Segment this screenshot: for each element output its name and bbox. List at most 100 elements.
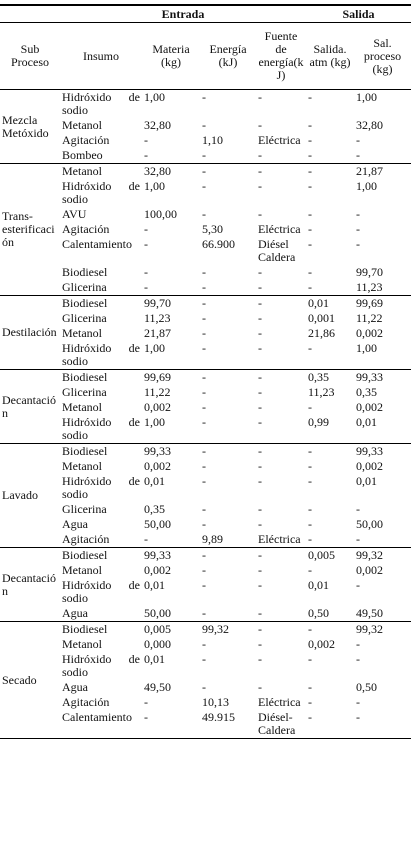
cell: 0,35 — [356, 385, 377, 399]
cell: - — [256, 443, 306, 459]
cell: 11,23 — [354, 280, 411, 296]
cell: 0,35 — [144, 502, 165, 516]
sub-process: Decantación — [0, 547, 60, 622]
cell: 0,01 — [144, 578, 165, 592]
process-table: Entrada Salida Sub Proceso Insumo Materia … — [0, 4, 411, 739]
cell: 0,002 — [356, 400, 383, 414]
cell: 0,002 — [308, 637, 335, 651]
cell: - — [356, 695, 360, 709]
cell: 99,32 — [354, 621, 411, 637]
cell: - — [200, 369, 256, 385]
column-header: Salida. atm (kg) — [306, 22, 354, 90]
row: Glicerina 11,23 - - 0,001 11,22 — [0, 311, 411, 326]
cell: 0,50 — [356, 680, 377, 694]
row: Metanol 32,80 - - - 32,80 — [0, 118, 411, 133]
cell: - — [356, 637, 360, 651]
cell: 0,99 — [306, 415, 354, 444]
cell: - — [258, 207, 262, 221]
cell: 5,30 — [202, 222, 223, 236]
cell: - — [306, 148, 354, 164]
cell: - — [356, 502, 360, 516]
cell: 1,00 — [142, 89, 200, 118]
insumo: Glicerina — [62, 385, 107, 399]
row: Metanol 0,002 - - - 0,002 — [0, 459, 411, 474]
header-band: Entrada Salida — [0, 4, 411, 23]
cell: 99,70 — [142, 295, 200, 311]
row: Biodiesel - - - - 99,70 — [0, 265, 411, 280]
cell: - — [144, 265, 148, 279]
cell: - — [202, 265, 206, 279]
row: Decantación Biodiesel 99,33- -0,005 99,32 — [0, 547, 411, 622]
cell: 66.900 — [202, 237, 235, 251]
insumo: Metanol — [62, 637, 102, 651]
cell: 0,01 — [308, 578, 329, 592]
cell: 1,00 — [144, 179, 165, 193]
row: Glicerina - - - -11,23 — [0, 280, 411, 296]
sub-process: Decantación — [0, 369, 60, 444]
insumo: Metanol — [62, 326, 102, 340]
cell: - — [142, 280, 200, 296]
insumo: Hidróxido de sodio — [62, 652, 140, 679]
cell: - — [258, 311, 262, 325]
cell: 49,50 — [354, 606, 411, 622]
row: Bombeo - - - - - — [0, 148, 411, 164]
cell: - — [142, 532, 200, 548]
cell: 0,002 — [356, 563, 383, 577]
cell: - — [200, 163, 256, 179]
cell: - — [200, 443, 256, 459]
cell: 0,35 — [306, 369, 354, 385]
cell: 1,10 — [202, 133, 223, 147]
cell: - — [200, 341, 256, 370]
insumo: Agua — [62, 517, 88, 531]
insumo: Biodiesel — [60, 443, 142, 459]
cell: - — [258, 652, 262, 666]
cell: 11,22 — [356, 311, 383, 325]
row: Hidróxido de sodio 1,00- -0,99 0,01 — [0, 415, 411, 444]
cell: - — [144, 695, 148, 709]
cell: - — [256, 547, 306, 563]
cell: - — [258, 326, 262, 340]
row: AVU 100,00 - - - - — [0, 207, 411, 222]
cell: 1,00 — [354, 89, 411, 118]
sub-process: Trans-esterificación — [0, 163, 60, 296]
cell: 0,002 — [144, 459, 171, 473]
insumo: Biodiesel — [60, 295, 142, 311]
insumo: Agitación — [62, 222, 110, 236]
cell: 99,33 — [142, 443, 200, 459]
cell: - — [308, 563, 312, 577]
cell: 0,001 — [308, 311, 335, 325]
cell: 0,01 — [144, 652, 165, 666]
cell: - — [200, 415, 256, 444]
cell: - — [258, 502, 262, 516]
blank — [0, 4, 60, 23]
column-header: Energía (kJ) — [200, 22, 256, 90]
cell: Diésel Caldera — [258, 237, 296, 264]
cell: 99,70 — [356, 265, 383, 279]
cell: - — [200, 148, 256, 164]
cell: - — [258, 179, 262, 193]
cell: 11,23 — [308, 385, 335, 399]
cell: - — [202, 207, 206, 221]
cell: - — [258, 563, 262, 577]
cell: - — [356, 133, 360, 147]
cell: - — [256, 89, 306, 118]
row: Mezcla Metóxido Hidróxido de sodio 1,00- - -… — [0, 89, 411, 164]
cell: - — [256, 369, 306, 385]
row: Trans-esterificación Metanol 32,80- - -21,87 — [0, 163, 411, 296]
cell: 1,00 — [142, 415, 200, 444]
cell: - — [202, 400, 206, 414]
cell: - — [202, 563, 206, 577]
cell: - — [308, 502, 312, 516]
cell: 0,01 — [356, 474, 377, 488]
row: Glicerina 0,35 - - - - — [0, 502, 411, 517]
cell: 0,002 — [144, 400, 171, 414]
insumo: Hidróxido de sodio — [60, 89, 142, 118]
cell: Eléctrica — [258, 695, 301, 709]
insumo: Agitación — [62, 695, 110, 709]
cell: - — [258, 578, 262, 592]
cell: - — [306, 532, 354, 548]
cell: - — [256, 148, 306, 164]
cell: 49.915 — [200, 710, 256, 739]
cell: - — [356, 222, 360, 236]
insumo: Metanol — [62, 459, 102, 473]
